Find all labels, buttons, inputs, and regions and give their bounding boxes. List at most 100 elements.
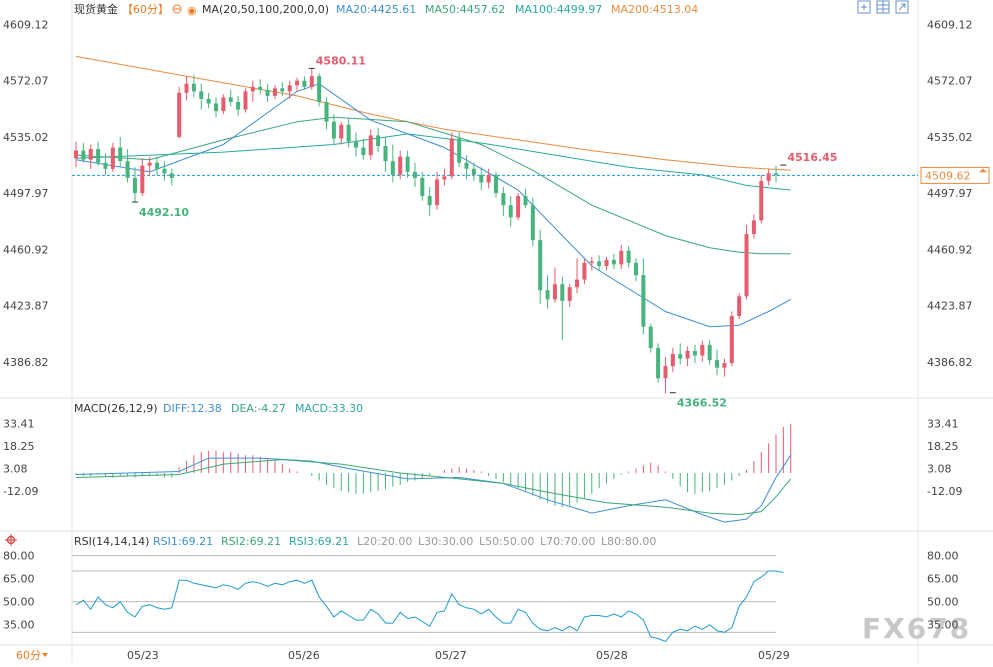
candle-body bbox=[96, 149, 101, 163]
macd-dea-value: DEA:-4.27 bbox=[231, 402, 286, 415]
rsi-l50: L50:50.00 bbox=[479, 535, 534, 548]
candle-body bbox=[692, 350, 697, 356]
rsi-params: RSI(14,14,14) bbox=[74, 535, 149, 548]
candle-body bbox=[678, 354, 683, 359]
plot-layer: 4609.12 4609.12 4572.07 4572.07 4535.02 4535.… bbox=[3, 18, 990, 662]
candle-body bbox=[331, 121, 336, 139]
candle-body bbox=[560, 284, 565, 301]
candle-body bbox=[265, 89, 270, 96]
candle-body bbox=[471, 168, 476, 175]
candle-body bbox=[258, 86, 263, 90]
x-axis-label: 05/27 bbox=[435, 649, 467, 662]
candle-body bbox=[155, 162, 160, 169]
candle-body bbox=[250, 86, 255, 92]
macd-diff-line bbox=[75, 454, 792, 523]
candle-body bbox=[177, 92, 182, 137]
candle-body bbox=[169, 173, 174, 178]
candle-body bbox=[125, 161, 130, 178]
price-tick-right: 4572.07 bbox=[927, 75, 973, 88]
dropdown-icon[interactable] bbox=[42, 653, 48, 657]
candle-body bbox=[722, 363, 727, 368]
rsi-tick-left: 35.00 bbox=[3, 619, 35, 632]
price-tick-left: 4497.97 bbox=[3, 187, 49, 200]
candle-body bbox=[317, 76, 322, 102]
candle-body bbox=[656, 347, 661, 379]
candle-body bbox=[221, 97, 226, 112]
rsi-l30: L30:30.00 bbox=[418, 535, 473, 548]
rsi-line bbox=[75, 570, 784, 643]
current-price-label: 4509.62 bbox=[925, 169, 971, 182]
candle-body bbox=[243, 91, 248, 110]
candle-body bbox=[236, 101, 241, 110]
candle-body bbox=[648, 326, 653, 348]
candle-body bbox=[530, 205, 535, 241]
candle-body bbox=[634, 262, 638, 276]
candle-body bbox=[309, 76, 314, 87]
candle-body bbox=[744, 234, 749, 297]
candle-body bbox=[339, 124, 344, 139]
price-tick-left: 4609.12 bbox=[3, 18, 49, 31]
macd-tick-left: 3.08 bbox=[3, 462, 28, 475]
price-tick-right: 4423.87 bbox=[927, 300, 973, 313]
ma50-line bbox=[75, 116, 791, 255]
eye-icon[interactable]: ◉ bbox=[187, 4, 197, 17]
candle-body bbox=[538, 240, 543, 291]
candle-body bbox=[685, 350, 690, 359]
candle-body bbox=[272, 88, 277, 96]
rsi2-value: RSI2:69.21 bbox=[221, 535, 281, 548]
candle-body bbox=[597, 261, 602, 266]
macd-tick-left: 18.25 bbox=[3, 440, 35, 453]
low-annotation: 4366.52 bbox=[677, 397, 727, 410]
candle-body bbox=[479, 174, 484, 183]
candle-body bbox=[390, 161, 395, 175]
candle-body bbox=[295, 80, 300, 86]
candle-body bbox=[206, 98, 211, 104]
candle-body bbox=[641, 275, 646, 327]
x-axis-label: 05/26 bbox=[288, 649, 320, 662]
price-tick-left: 4386.82 bbox=[3, 356, 49, 369]
candle-body bbox=[575, 279, 580, 288]
window-toolbar bbox=[857, 0, 909, 14]
price-tick-right: 4497.97 bbox=[927, 187, 973, 200]
candle-body bbox=[435, 179, 440, 206]
candle-body bbox=[670, 354, 675, 367]
price-marker-icon bbox=[979, 168, 987, 173]
candle-body bbox=[191, 83, 196, 92]
candle-body bbox=[457, 138, 462, 163]
candle-body bbox=[118, 147, 123, 162]
candle-body bbox=[774, 173, 778, 175]
ma50-value: MA50:4457.62 bbox=[425, 3, 505, 16]
interval-button[interactable]: 60分 bbox=[16, 649, 41, 662]
candle-body bbox=[361, 147, 366, 156]
ma20-value: MA20:4425.61 bbox=[336, 3, 416, 16]
candle-body bbox=[619, 250, 624, 265]
rsi-tick-right: 35.00 bbox=[927, 619, 959, 632]
candle-body bbox=[184, 83, 189, 93]
settings-box-icon[interactable] bbox=[857, 0, 871, 14]
settings-icon[interactable] bbox=[172, 4, 182, 14]
rsi-tick-right: 50.00 bbox=[927, 596, 959, 609]
candle-body bbox=[405, 156, 410, 172]
maximize-icon[interactable] bbox=[895, 0, 909, 14]
candle-body bbox=[729, 316, 734, 364]
price-tick-right: 4386.82 bbox=[927, 356, 973, 369]
candle-body bbox=[280, 88, 285, 92]
rsi3-value: RSI3:69.21 bbox=[289, 535, 349, 548]
ma200-line bbox=[75, 55, 791, 171]
current-price-box bbox=[920, 166, 990, 184]
high-annotation: 4516.45 bbox=[787, 151, 837, 164]
candle-body bbox=[567, 287, 572, 301]
x-axis-label: 05/28 bbox=[596, 649, 628, 662]
ma100-value: MA100:4499.97 bbox=[515, 3, 602, 16]
candle-body bbox=[700, 344, 705, 356]
candle-body bbox=[354, 141, 358, 148]
candle-body bbox=[766, 173, 771, 181]
rsi-tick-left: 50.00 bbox=[3, 596, 35, 609]
high-annotation: 4580.11 bbox=[316, 54, 366, 67]
rsi-settings-icon[interactable] bbox=[5, 534, 17, 546]
candle-body bbox=[147, 162, 152, 166]
candle-body bbox=[132, 177, 137, 194]
candle-body bbox=[427, 196, 432, 206]
candle-body bbox=[626, 250, 631, 263]
